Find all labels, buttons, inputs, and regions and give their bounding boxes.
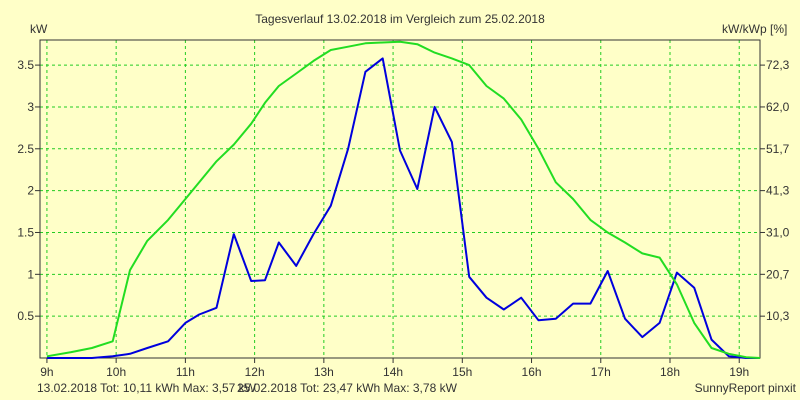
y-tick-label-right: 31,0	[766, 225, 790, 239]
y-tick-label-left: 1.5	[17, 225, 34, 239]
x-tick-label: 14h	[383, 365, 403, 379]
x-tick-label: 17h	[591, 365, 611, 379]
chart-title: Tagesverlauf 13.02.2018 im Vergleich zum…	[255, 12, 545, 26]
x-tick-label: 11h	[176, 365, 195, 379]
y-tick-label-right: 41,3	[766, 184, 790, 198]
x-tick-label: 13h	[314, 365, 334, 379]
x-tick-label: 18h	[660, 365, 680, 379]
y-axis-label-left: kW	[30, 22, 48, 36]
y-tick-label-right: 10,3	[766, 309, 790, 323]
x-tick-label: 12h	[245, 365, 265, 379]
y-axis-label-right: kW/kWp [%]	[722, 22, 787, 36]
x-tick-label: 16h	[522, 365, 542, 379]
y-tick-label-right: 72,3	[766, 58, 790, 72]
x-tick-label: 10h	[106, 365, 126, 379]
y-tick-label-left: 3	[27, 100, 34, 114]
y-tick-label-right: 20,7	[766, 267, 790, 281]
y-tick-label-left: 2	[27, 184, 34, 198]
x-tick-label: 15h	[452, 365, 472, 379]
y-tick-label-left: 2.5	[17, 142, 34, 156]
series-line-2	[46, 40, 761, 359]
plot-area	[40, 40, 760, 358]
credit-text: SunnyReport pinxit	[695, 381, 797, 395]
y-tick-label-left: 1	[27, 267, 34, 281]
plot-frame	[39, 39, 761, 359]
series-line-1	[46, 57, 760, 359]
legend-series-2: 25.02.2018 Tot: 23,47 kWh Max: 3,78 kW	[237, 381, 458, 395]
x-tick-label: 9h	[40, 365, 53, 379]
x-tick-label: 19h	[729, 365, 749, 379]
y-tick-label-right: 62,0	[766, 100, 790, 114]
y-tick-label-left: 3.5	[17, 58, 34, 72]
legend-series-1: 13.02.2018 Tot: 10,11 kWh Max: 3,57 kW	[37, 381, 257, 395]
y-tick-label-left: 0.5	[17, 309, 34, 323]
y-tick-label-right: 51,7	[766, 142, 790, 156]
